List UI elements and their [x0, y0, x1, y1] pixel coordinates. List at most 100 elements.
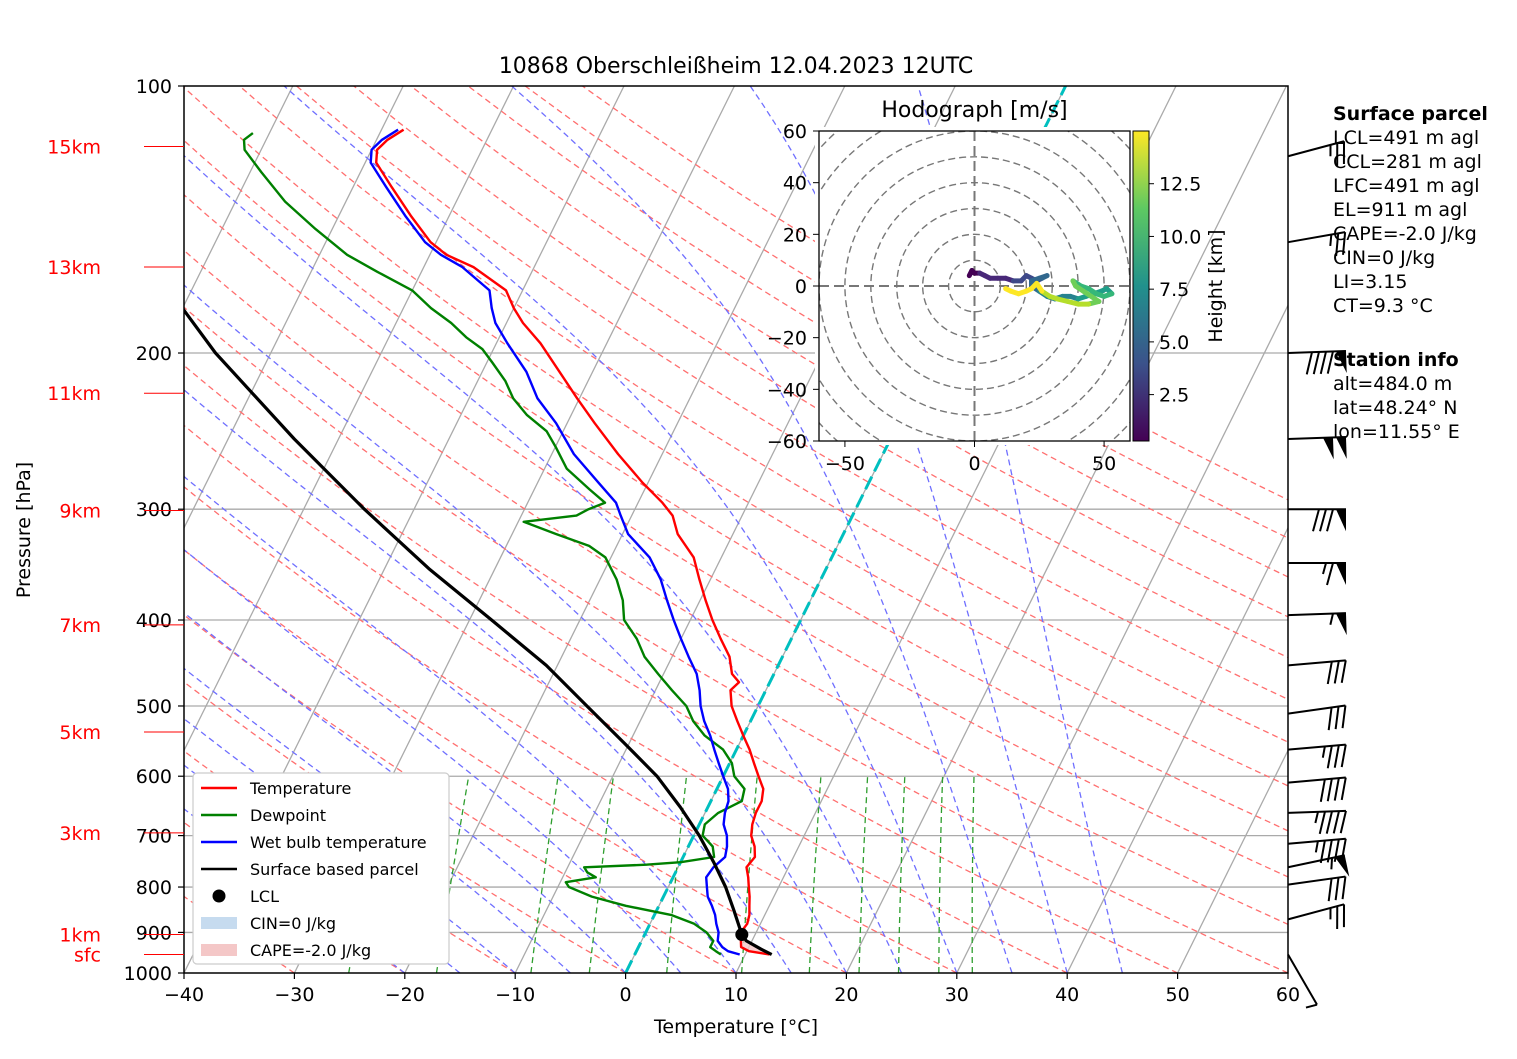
x-tick-label: 40	[1055, 984, 1079, 1006]
barb-full	[1326, 508, 1334, 532]
hodograph-inset: Hodograph [m/s] −50 0 50 60 40 20 0 −20 −40 −60 2.5…	[767, 98, 1227, 475]
barb-half	[1322, 562, 1327, 575]
hodograph-x-tick-label: 50	[1092, 453, 1116, 475]
profile-lines	[184, 128, 773, 956]
barb-full	[1326, 745, 1333, 769]
wind-barb	[1287, 140, 1346, 166]
hodograph-y-tick-label: 0	[795, 276, 807, 298]
height-label: 5km	[59, 722, 101, 744]
barb-full	[1325, 811, 1333, 834]
moist-adiabat	[184, 284, 847, 973]
y-tick-label: 800	[136, 877, 172, 899]
legend-label-cape: CAPE=-2.0 J/kg	[250, 941, 371, 960]
dry-adiabat	[184, 549, 847, 973]
hodograph-x-tick-label: −50	[825, 453, 865, 475]
barb-shaft	[1287, 231, 1346, 244]
barb-full	[1332, 810, 1340, 834]
isotherm-line	[184, 86, 515, 752]
barb-shaft	[1287, 953, 1318, 1006]
barb-full	[1319, 779, 1326, 802]
barb-half	[1321, 746, 1326, 758]
x-tick-label: 60	[1276, 984, 1300, 1006]
barb-full	[1305, 351, 1313, 375]
lcl-marker	[735, 928, 749, 942]
x-tick-label: 20	[834, 984, 858, 1006]
wind-barb	[1287, 809, 1347, 835]
dry-adiabat	[296, 86, 1288, 700]
barb-full	[1334, 877, 1340, 901]
legend-label-lcl: LCL	[250, 887, 279, 906]
barb-shaft	[1287, 704, 1346, 715]
ct-value: CT=9.3 °C	[1333, 295, 1433, 317]
barb-flag	[1336, 563, 1346, 586]
legend-swatch-cape	[201, 944, 237, 956]
legend-label-cin: CIN=0 J/kg	[250, 914, 336, 933]
height-label: 13km	[47, 257, 101, 279]
wind-barb	[1287, 435, 1347, 460]
colorbar-tick-label: 2.5	[1159, 385, 1189, 407]
hodograph-y-tick-label: −40	[767, 379, 807, 401]
isotherm-line	[1066, 526, 1288, 973]
barb-flag	[1336, 509, 1346, 532]
barb-full	[1341, 876, 1347, 900]
li-value: LI=3.15	[1333, 271, 1408, 293]
height-label: 9km	[59, 500, 101, 522]
barb-full	[1326, 661, 1333, 685]
isotherm-line	[184, 86, 294, 307]
x-tick-label: −20	[385, 984, 425, 1006]
barb-full	[1341, 705, 1347, 729]
hodograph-y-tick-label: 20	[783, 224, 807, 246]
barb-shaft	[1287, 875, 1346, 886]
barb-full	[1334, 706, 1340, 730]
ccl-value: CCL=281 m agl	[1333, 151, 1482, 173]
x-tick-label: 30	[945, 984, 969, 1006]
barb-shaft	[1287, 903, 1345, 921]
cape-value: CAPE=-2.0 J/kg	[1333, 223, 1477, 245]
barb-full	[1340, 660, 1347, 683]
wind-barb	[1287, 776, 1347, 802]
x-tick-label: 50	[1166, 984, 1190, 1006]
y-tick-label: 400	[136, 610, 172, 632]
chart-title: 10868 Oberschleißheim 12.04.2023 12UTC	[499, 54, 974, 79]
legend-swatch-lcl	[212, 889, 226, 903]
hodograph-title: Hodograph [m/s]	[881, 98, 1067, 123]
dry-adiabat	[239, 86, 1288, 743]
wind-barb	[1288, 508, 1346, 532]
legend-box	[192, 772, 450, 965]
barb-half	[1329, 234, 1333, 246]
isotherm-line	[1177, 748, 1288, 973]
dry-adiabat	[184, 364, 1178, 973]
x-tick-label: 0	[620, 984, 632, 1006]
hodograph-y-tick-label: 40	[783, 173, 807, 195]
legend-swatch-cin	[201, 917, 237, 929]
mixing-ratio-line	[858, 776, 869, 973]
dry-adiabat	[184, 614, 737, 973]
hodograph-segment	[1003, 286, 1014, 294]
barb-full	[1327, 707, 1333, 731]
y-tick-label: 900	[136, 922, 172, 944]
legend-label-temperature: Temperature	[249, 779, 351, 798]
barb-flag	[1335, 613, 1347, 636]
cape-fill	[740, 934, 772, 955]
barb-full	[1333, 839, 1340, 862]
barb-full	[1340, 838, 1347, 862]
moist-adiabat	[917, 86, 1124, 973]
station-lat: lat=48.24° N	[1333, 397, 1458, 419]
wind-barb	[1287, 612, 1347, 636]
legend-label-wetbulb: Wet bulb temperature	[250, 833, 427, 852]
y-tick-label: 500	[136, 696, 172, 718]
hodograph-plot	[819, 131, 1130, 441]
y-axis-label: Pressure [hPa]	[13, 462, 35, 598]
height-label: sfc	[74, 944, 101, 966]
barb-full	[1326, 351, 1334, 374]
moist-adiabat	[511, 86, 1013, 973]
moist-adiabat	[184, 154, 903, 973]
station-info-title: Station info	[1333, 349, 1459, 371]
barb-half	[1329, 613, 1334, 625]
mixing-ratio-line	[530, 776, 559, 973]
barb-flag	[1334, 855, 1350, 877]
dry-adiabat	[184, 485, 958, 973]
barb-full	[1333, 777, 1340, 801]
wind-barb	[1287, 659, 1347, 685]
